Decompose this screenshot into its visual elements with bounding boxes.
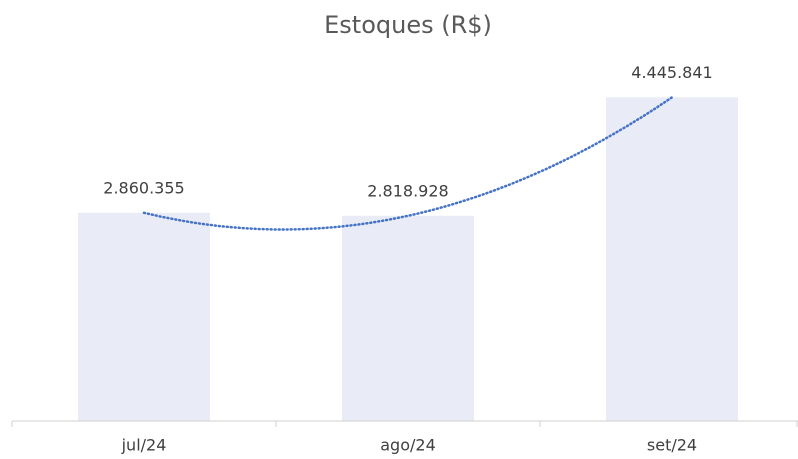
data-label: 4.445.841 <box>631 63 712 82</box>
x-tick-label: ago/24 <box>380 436 436 455</box>
data-label: 2.860.355 <box>103 178 184 197</box>
trendline <box>142 96 674 231</box>
bar <box>78 212 210 421</box>
x-tick-label: jul/24 <box>121 436 167 455</box>
bar <box>342 215 474 421</box>
x-tick-label: set/24 <box>647 436 697 455</box>
chart-title: Estoques (R$) <box>324 11 492 39</box>
bar <box>606 97 738 421</box>
data-label: 2.818.928 <box>367 181 448 200</box>
